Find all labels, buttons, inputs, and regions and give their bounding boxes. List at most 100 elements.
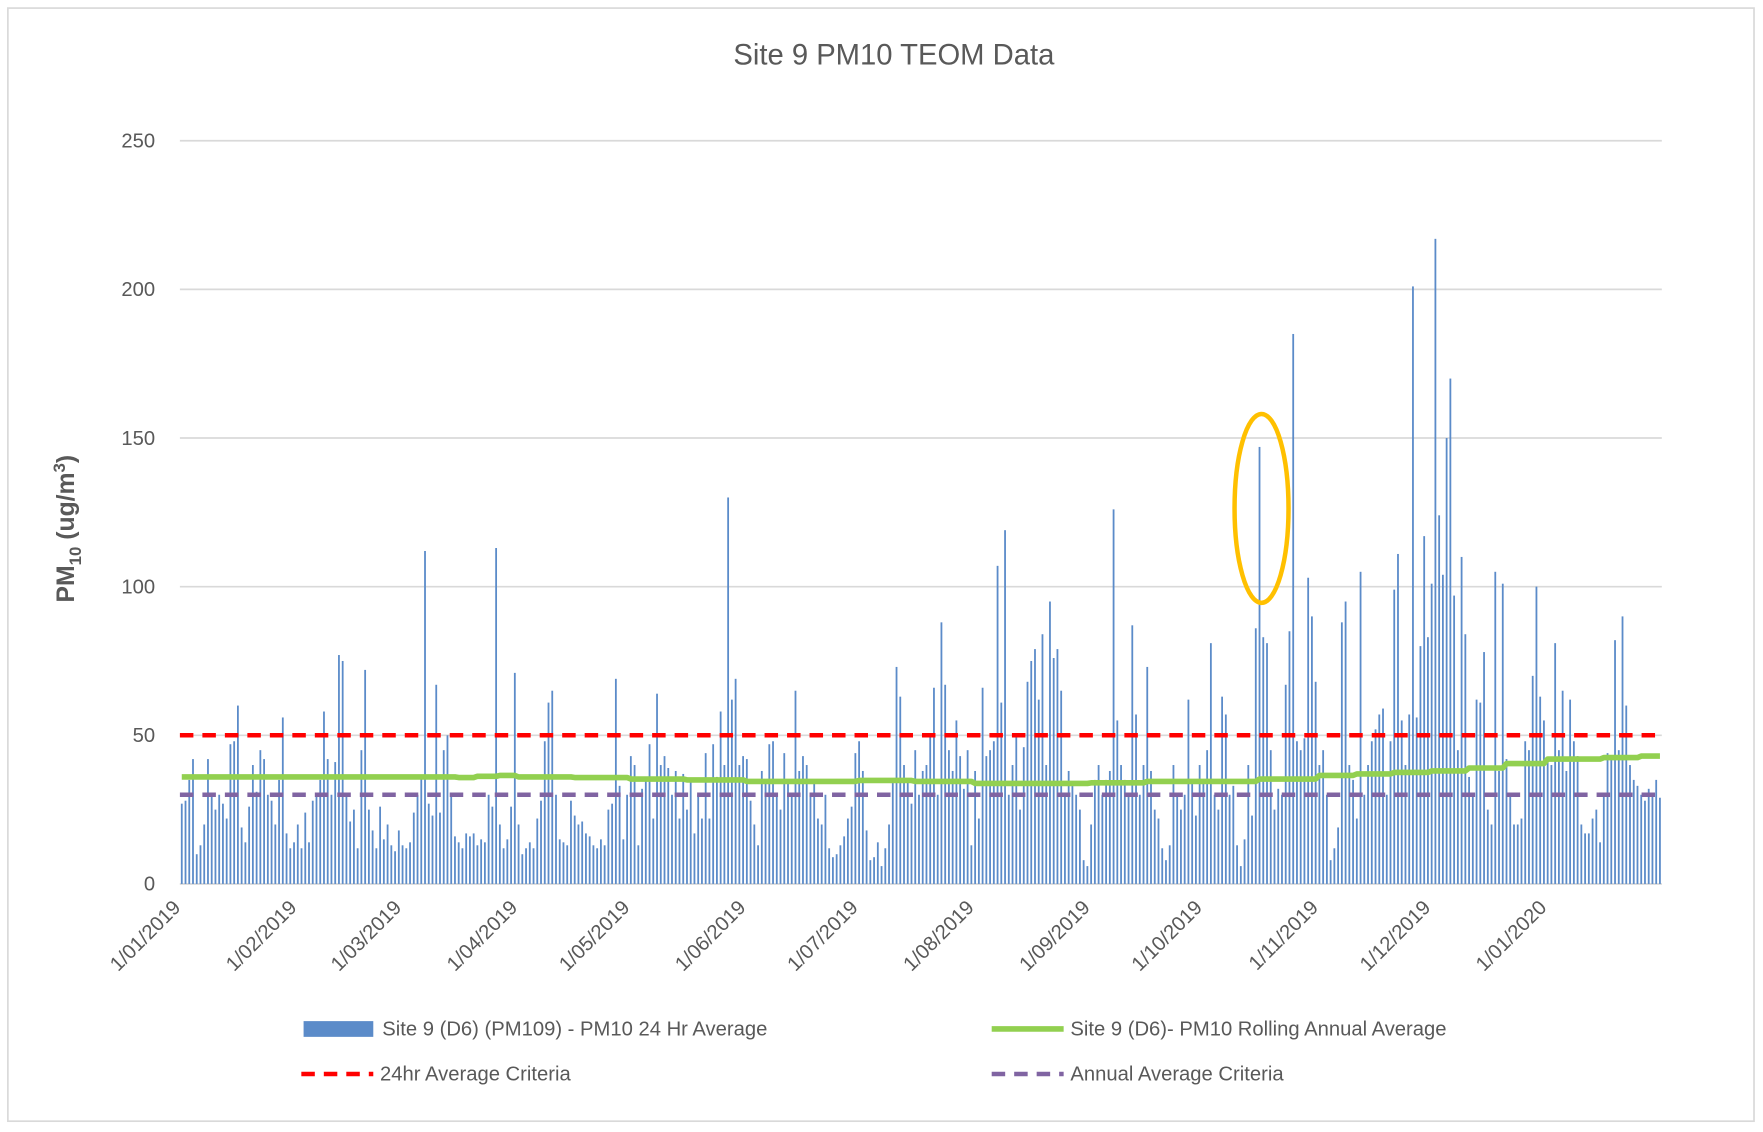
bar xyxy=(259,750,262,884)
bar xyxy=(1614,640,1616,884)
bar xyxy=(207,759,209,884)
bar xyxy=(465,833,468,884)
bar xyxy=(1617,750,1620,884)
bar xyxy=(925,765,928,884)
bar xyxy=(1281,794,1283,884)
bar xyxy=(274,824,277,884)
bar xyxy=(1022,747,1025,884)
bar xyxy=(1348,765,1351,884)
bar xyxy=(701,818,703,884)
bar xyxy=(614,678,617,884)
bar xyxy=(607,809,610,884)
highlight-ellipse xyxy=(1232,411,1291,606)
bar xyxy=(1565,770,1568,884)
bar xyxy=(1195,815,1197,884)
bar xyxy=(1101,794,1104,884)
bar xyxy=(195,854,198,884)
bar xyxy=(454,836,456,884)
bar xyxy=(551,690,554,884)
bar xyxy=(1576,756,1579,884)
bar xyxy=(278,779,280,884)
bar xyxy=(1587,833,1590,884)
bar xyxy=(903,765,905,884)
bar xyxy=(214,809,217,884)
bar xyxy=(966,750,969,884)
bar xyxy=(1554,643,1557,884)
bar xyxy=(641,788,643,884)
bar xyxy=(1359,571,1362,884)
bar xyxy=(1191,779,1194,884)
bar xyxy=(1475,699,1478,884)
bar xyxy=(1314,681,1317,884)
bar xyxy=(1239,866,1242,884)
bar xyxy=(1647,788,1650,884)
bar xyxy=(401,845,404,884)
bar xyxy=(543,741,546,884)
bar xyxy=(936,794,939,884)
bar xyxy=(483,842,486,884)
bar xyxy=(663,756,666,884)
bar xyxy=(581,821,584,884)
bar xyxy=(304,812,307,884)
bar xyxy=(1112,509,1115,884)
bar xyxy=(1490,824,1493,884)
bar xyxy=(1131,625,1134,884)
bar xyxy=(1284,684,1287,884)
bar xyxy=(779,809,782,884)
bar xyxy=(1247,765,1250,884)
bar xyxy=(1262,637,1265,884)
bar xyxy=(248,806,251,884)
bar xyxy=(592,845,595,884)
bar xyxy=(570,800,572,884)
bar xyxy=(1161,848,1164,884)
bar xyxy=(1198,765,1201,884)
bar xyxy=(457,842,460,884)
bar xyxy=(566,845,569,884)
bar xyxy=(1150,770,1152,884)
bar xyxy=(992,741,995,884)
bar xyxy=(880,866,883,884)
bar xyxy=(521,854,524,884)
bar xyxy=(948,750,950,884)
bar xyxy=(1007,794,1010,884)
bar xyxy=(775,794,778,884)
bar xyxy=(876,842,879,884)
bar xyxy=(914,750,917,884)
bar xyxy=(450,794,453,884)
bar xyxy=(824,794,827,884)
bar xyxy=(353,809,355,884)
bar xyxy=(375,848,378,884)
y-axis-title: PM10 (ug/m3) xyxy=(50,455,85,603)
bar xyxy=(873,857,875,884)
bar xyxy=(1352,779,1354,884)
bar xyxy=(296,824,299,884)
legend-label: Annual Average Criteria xyxy=(1070,1064,1284,1086)
bar xyxy=(1273,809,1276,884)
bar xyxy=(1322,750,1325,884)
y-label-part: ) xyxy=(53,455,80,463)
bar xyxy=(233,741,236,884)
bar xyxy=(266,794,269,884)
bar xyxy=(1528,750,1530,884)
bar xyxy=(891,779,894,884)
bar xyxy=(1138,794,1141,884)
bar xyxy=(386,824,389,884)
bar xyxy=(787,779,789,884)
bar xyxy=(798,770,801,884)
bar xyxy=(345,794,348,884)
bar xyxy=(180,803,183,884)
bar xyxy=(1325,794,1328,884)
bar xyxy=(540,800,542,884)
bar xyxy=(1146,666,1149,884)
bar xyxy=(1629,765,1631,884)
y-label-part: PM xyxy=(53,565,80,602)
bar xyxy=(1460,556,1463,884)
bar xyxy=(1288,631,1291,884)
bar xyxy=(1004,530,1006,884)
bar xyxy=(1165,860,1167,884)
bar xyxy=(1108,770,1111,884)
bar xyxy=(1438,515,1441,884)
bar xyxy=(431,815,434,884)
bar xyxy=(1067,770,1070,884)
